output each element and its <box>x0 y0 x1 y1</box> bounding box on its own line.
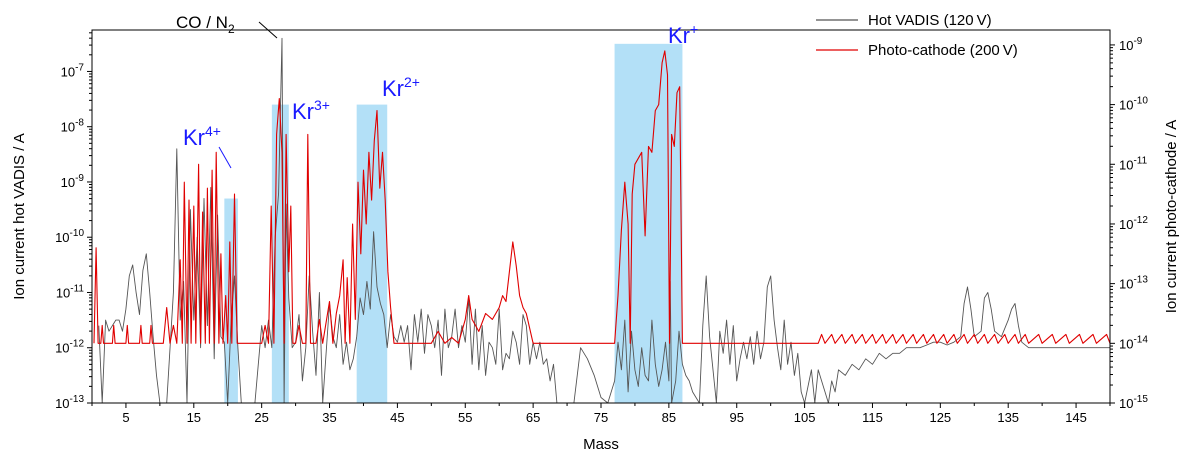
x-tick-label: 125 <box>929 410 951 425</box>
highlight-region <box>614 43 683 403</box>
x-tick-label: 45 <box>390 410 404 425</box>
x-tick-label: 145 <box>1065 410 1087 425</box>
x-tick-label: 35 <box>322 410 336 425</box>
plot-frame <box>91 29 1111 404</box>
y-tick-label: 10-12 <box>1119 215 1148 232</box>
x-tick-label: 115 <box>862 410 883 425</box>
y-tick-label: 10-12 <box>55 339 84 356</box>
y-tick-label: 10-10 <box>1119 96 1148 113</box>
region-label-kr: Kr4+ <box>183 123 221 150</box>
legend-label: Photo-cathode (200 V) <box>868 42 1018 59</box>
region-label-kr: Kr+ <box>668 21 698 48</box>
series-line-hot-vadis <box>98 37 1110 404</box>
x-tick-label: 65 <box>526 410 540 425</box>
x-tick-label: 55 <box>458 410 472 425</box>
y-tick-label: 10-13 <box>55 394 84 411</box>
y-axis-right-title: Ion current photo-cathode / A <box>1163 120 1180 313</box>
y-axis-left-title: Ion current hot VADIS / A <box>11 133 28 299</box>
y-tick-label: 10-8 <box>61 118 85 135</box>
x-tick-label: 15 <box>187 410 201 425</box>
x-tick-label: 5 <box>122 410 129 425</box>
legend-label: Hot VADIS (120 V) <box>868 12 992 29</box>
y-tick-label: 10-11 <box>56 283 85 300</box>
x-axis-title: Mass <box>583 436 619 453</box>
y-tick-label: 10-7 <box>61 62 85 79</box>
annotation-co-n2: CO / N2 <box>176 13 235 36</box>
region-label-kr: Kr2+ <box>382 74 420 101</box>
y-tick-label: 10-9 <box>61 173 85 190</box>
series-line-photo-cathode <box>93 50 1111 344</box>
y-tick-label: 10-9 <box>1119 36 1143 53</box>
highlight-regions <box>224 43 683 403</box>
y-tick-label: 10-11 <box>1119 155 1148 172</box>
series-layer <box>93 37 1111 404</box>
y-tick-label: 10-15 <box>1119 394 1148 411</box>
y-axis-right: 10-15 10-14 10-13 10-12 10-11 10-10 10-9 <box>1110 36 1148 411</box>
x-tick-label: 25 <box>254 410 268 425</box>
y-axis-left: 10-13 10-12 10-11 10-10 10-9 10-8 10-7 <box>55 32 92 411</box>
x-tick-label: 85 <box>662 410 676 425</box>
legend: Hot VADIS (120 V) Photo-cathode (200 V) <box>816 12 1018 59</box>
x-tick-label: 95 <box>729 410 743 425</box>
x-axis: 5 15 25 35 45 55 65 75 85 95 105 115 125 135 145 <box>91 403 1111 425</box>
x-tick-label: 75 <box>594 410 608 425</box>
region-labels: Kr4+ Kr3+ Kr2+ Kr+ <box>183 21 698 169</box>
y-tick-label: 10-13 <box>1119 275 1148 292</box>
y-tick-label: 10-10 <box>55 228 84 245</box>
annotation-leader <box>258 21 278 39</box>
x-tick-label: 105 <box>794 410 816 425</box>
annotation: CO / N2 <box>176 13 278 39</box>
region-label-leader <box>218 146 232 169</box>
region-label-kr: Kr3+ <box>292 97 330 124</box>
y-tick-label: 10-14 <box>1119 334 1148 351</box>
x-tick-label: 135 <box>997 410 1019 425</box>
